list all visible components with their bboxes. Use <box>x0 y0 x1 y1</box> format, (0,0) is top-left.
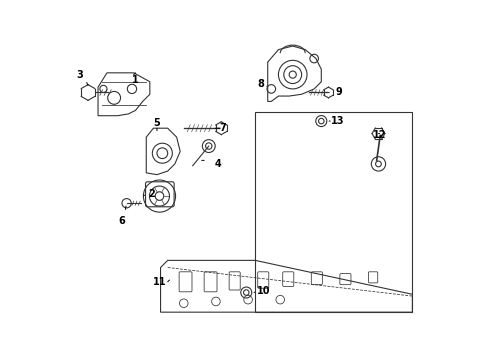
Text: 10: 10 <box>257 286 270 296</box>
Text: 2: 2 <box>148 189 155 199</box>
Text: 8: 8 <box>257 78 264 89</box>
Text: 3: 3 <box>77 69 83 80</box>
Text: 7: 7 <box>219 123 226 133</box>
Text: 5: 5 <box>153 118 160 128</box>
Text: 9: 9 <box>335 87 342 98</box>
Bar <box>255 112 411 312</box>
Text: 4: 4 <box>214 159 221 169</box>
Text: 12: 12 <box>372 130 386 140</box>
Text: 13: 13 <box>330 116 344 126</box>
Text: 6: 6 <box>118 216 124 226</box>
Text: 1: 1 <box>132 75 139 85</box>
Text: 11: 11 <box>152 277 166 287</box>
